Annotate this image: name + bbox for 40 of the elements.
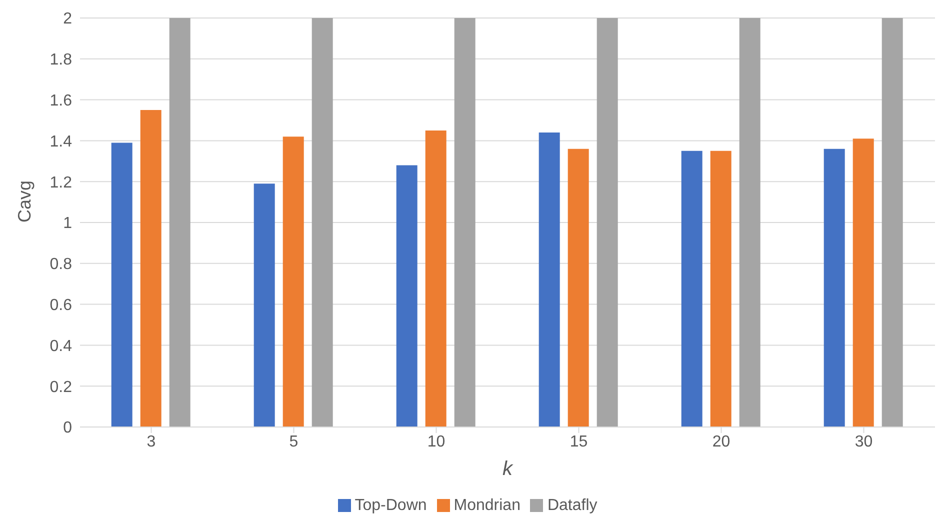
x-axis-title: k (502, 458, 514, 480)
bar (425, 130, 446, 427)
y-tick-label: 0.8 (50, 256, 72, 274)
bar (169, 18, 190, 427)
bar (282, 136, 304, 427)
legend-label: Datafly (547, 497, 598, 514)
y-tick-label: 2 (63, 10, 72, 28)
bar (396, 165, 418, 427)
y-tick-label: 0.4 (50, 338, 72, 355)
bar (254, 184, 275, 427)
bar (140, 110, 162, 427)
y-tick-label: 1.8 (50, 52, 72, 69)
y-tick-label: 1.2 (50, 174, 72, 192)
bar (312, 18, 333, 427)
x-tick-label: 5 (289, 433, 298, 450)
y-tick-label: 0.6 (50, 296, 72, 314)
x-tick-label: 3 (146, 433, 156, 450)
legend-label: Mondrian (454, 497, 520, 514)
bar (681, 150, 702, 427)
bar (538, 132, 560, 427)
x-tick-label: 10 (427, 433, 446, 450)
y-tick-label: 1.4 (50, 133, 72, 150)
bar (824, 148, 845, 427)
x-tick-label: 20 (712, 433, 730, 450)
bar (568, 148, 589, 427)
legend-label: Top-Down (354, 497, 427, 514)
bar (596, 18, 618, 427)
bar (739, 18, 760, 427)
bar (882, 18, 903, 427)
bar (710, 150, 732, 427)
bar (852, 138, 874, 427)
bar (454, 18, 476, 427)
y-tick-label: 1 (63, 215, 72, 232)
y-tick-label: 0 (63, 420, 72, 437)
y-tick-label: 1.6 (50, 92, 72, 110)
x-tick-label: 30 (854, 433, 873, 450)
x-tick-label: 15 (570, 433, 588, 450)
y-tick-label: 0.2 (50, 378, 72, 396)
bar (111, 142, 132, 427)
y-axis-title: Cavg (14, 180, 34, 222)
